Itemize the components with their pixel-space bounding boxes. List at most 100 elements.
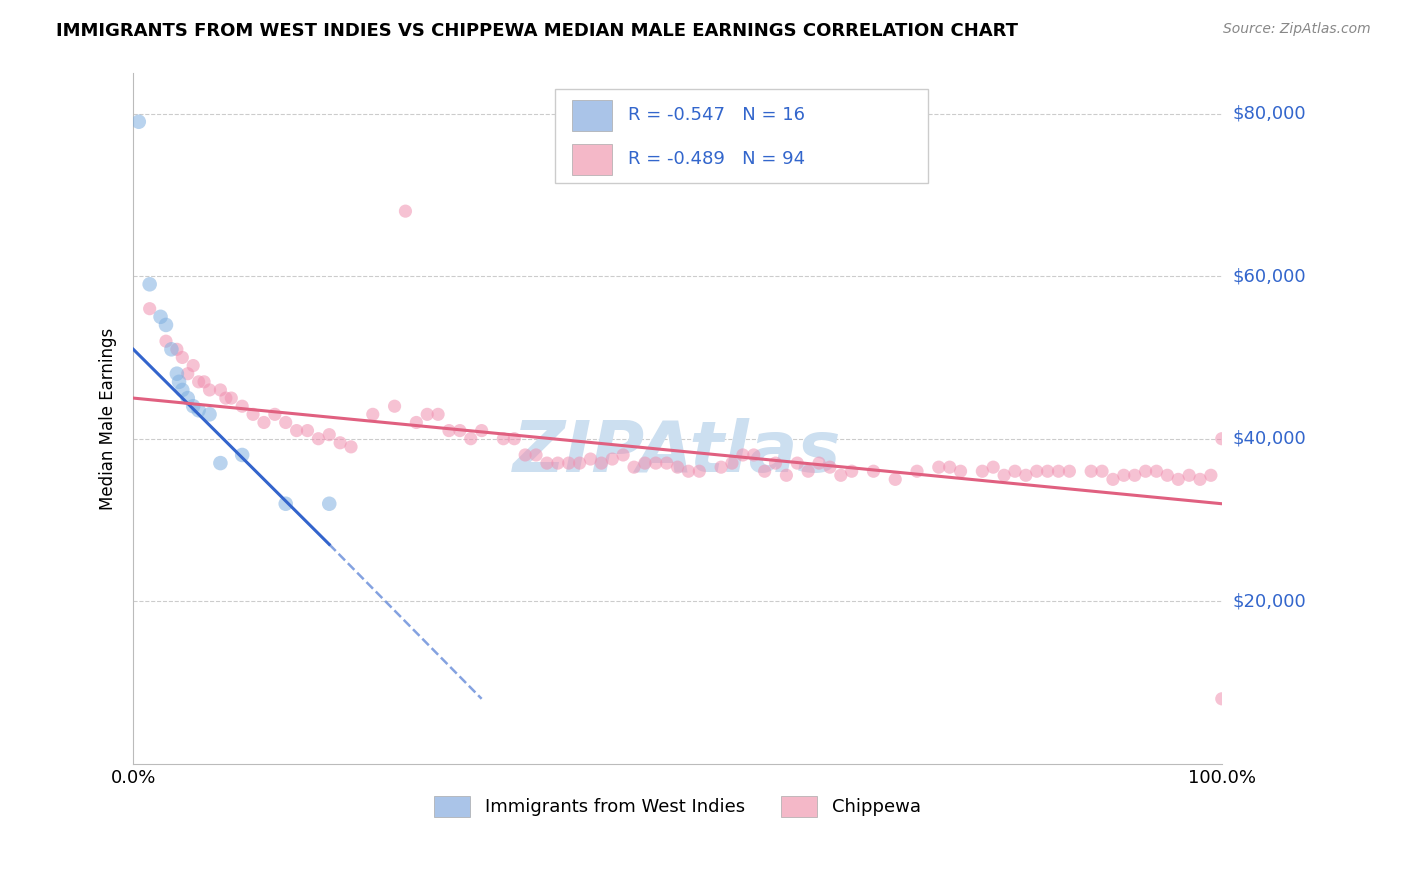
Text: ZIPAtlas: ZIPAtlas — [513, 418, 842, 487]
Point — [1091, 464, 1114, 478]
Point — [710, 460, 733, 475]
Point — [678, 464, 700, 478]
Point — [515, 448, 537, 462]
Point — [172, 351, 194, 365]
Text: R = -0.489   N = 94: R = -0.489 N = 94 — [628, 151, 806, 169]
Point — [492, 432, 515, 446]
Point — [644, 456, 666, 470]
Point — [884, 472, 907, 486]
Point — [460, 432, 482, 446]
Point — [557, 456, 579, 470]
Point — [449, 424, 471, 438]
Point — [993, 468, 1015, 483]
Legend: Immigrants from West Indies, Chippewa: Immigrants from West Indies, Chippewa — [427, 789, 928, 824]
Point — [765, 456, 787, 470]
Text: IMMIGRANTS FROM WEST INDIES VS CHIPPEWA MEDIAN MALE EARNINGS CORRELATION CHART: IMMIGRANTS FROM WEST INDIES VS CHIPPEWA … — [56, 22, 1018, 40]
Point — [1146, 464, 1168, 478]
Point — [221, 391, 243, 405]
Point — [808, 456, 831, 470]
Point — [405, 416, 427, 430]
Point — [841, 464, 863, 478]
Point — [138, 301, 160, 316]
Point — [981, 460, 1004, 475]
Point — [862, 464, 884, 478]
Y-axis label: Median Male Earnings: Median Male Earnings — [100, 327, 117, 509]
Point — [274, 416, 297, 430]
Point — [928, 460, 950, 475]
Point — [128, 114, 150, 128]
Point — [1080, 464, 1102, 478]
Point — [155, 334, 177, 348]
Point — [1004, 464, 1026, 478]
Point — [187, 375, 209, 389]
Point — [536, 456, 558, 470]
Point — [731, 448, 754, 462]
Point — [579, 452, 602, 467]
Text: $40,000: $40,000 — [1233, 430, 1306, 448]
Point — [181, 399, 204, 413]
Text: $80,000: $80,000 — [1233, 104, 1306, 122]
Point — [655, 456, 678, 470]
Point — [591, 456, 613, 470]
Point — [905, 464, 928, 478]
Point — [688, 464, 710, 478]
Text: Source: ZipAtlas.com: Source: ZipAtlas.com — [1223, 22, 1371, 37]
Point — [1025, 464, 1047, 478]
Point — [427, 408, 450, 422]
Point — [666, 460, 689, 475]
Point — [416, 408, 439, 422]
Point — [318, 497, 340, 511]
Point — [177, 391, 200, 405]
Point — [568, 456, 591, 470]
Point — [318, 427, 340, 442]
Point — [167, 375, 190, 389]
Point — [209, 383, 232, 397]
Point — [361, 408, 384, 422]
Point — [242, 408, 264, 422]
Point — [307, 432, 329, 446]
Point — [1188, 472, 1211, 486]
Point — [612, 448, 634, 462]
Point — [263, 408, 285, 422]
Point — [1178, 468, 1201, 483]
Point — [166, 367, 188, 381]
Point — [623, 460, 645, 475]
Point — [972, 464, 994, 478]
Text: $60,000: $60,000 — [1233, 268, 1306, 285]
Point — [181, 359, 204, 373]
Point — [1112, 468, 1135, 483]
Text: R = -0.547   N = 16: R = -0.547 N = 16 — [628, 106, 806, 124]
Point — [329, 435, 352, 450]
Point — [285, 424, 308, 438]
Point — [274, 497, 297, 511]
Point — [949, 464, 972, 478]
Point — [1123, 468, 1146, 483]
Point — [471, 424, 494, 438]
Point — [1047, 464, 1070, 478]
Point — [818, 460, 841, 475]
Point — [524, 448, 547, 462]
Point — [547, 456, 569, 470]
Text: $20,000: $20,000 — [1233, 592, 1306, 610]
Point — [1015, 468, 1038, 483]
Point — [198, 383, 221, 397]
Point — [1135, 464, 1157, 478]
Point — [1211, 432, 1233, 446]
Point — [754, 464, 776, 478]
Point — [166, 343, 188, 357]
Point — [1102, 472, 1125, 486]
Point — [503, 432, 526, 446]
Point — [384, 399, 406, 413]
Point — [340, 440, 363, 454]
Point — [155, 318, 177, 332]
Point — [938, 460, 960, 475]
Point — [209, 456, 232, 470]
Point — [231, 448, 253, 462]
Point — [198, 408, 221, 422]
Point — [1059, 464, 1081, 478]
Point — [830, 468, 852, 483]
Point — [394, 204, 416, 219]
Point — [437, 424, 460, 438]
Point — [797, 464, 820, 478]
Point — [786, 456, 808, 470]
